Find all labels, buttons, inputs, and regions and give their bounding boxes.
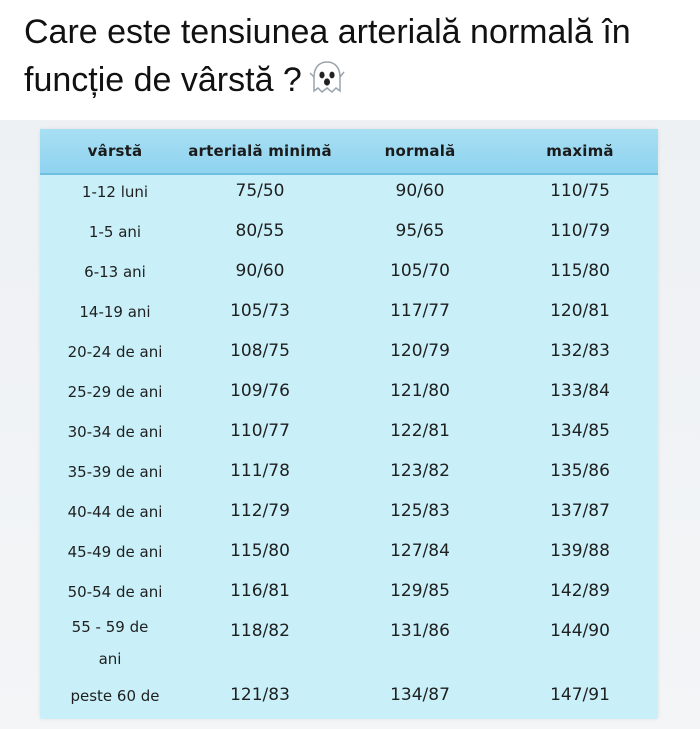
cell-normal: 120/79 (390, 341, 450, 361)
table-row: 45-49 de ani 115/80 127/84 139/88 (40, 533, 658, 573)
cell-age: 35-39 de ani (67, 463, 163, 481)
table-row: peste 60 de 121/83 134/87 147/91 (40, 677, 658, 717)
cell-age: 50-54 de ani (67, 583, 163, 601)
cell-min: 110/77 (230, 421, 290, 441)
table-row: 55 - 59 de ani 118/82 131/86 144/90 (40, 613, 658, 677)
cell-max: 142/89 (550, 581, 610, 601)
table-row: 14-19 ani 105/73 117/77 120/81 (40, 293, 658, 333)
cell-max: 120/81 (550, 301, 610, 321)
cell-max: 134/85 (550, 421, 610, 441)
cell-min: 111/78 (230, 461, 290, 481)
cell-min: 108/75 (230, 341, 290, 361)
cell-max: 135/86 (550, 461, 610, 481)
cell-min: 109/76 (230, 381, 290, 401)
table-header: vârstă arterială minimă normală maximă (40, 129, 658, 175)
post-title: Care este tensiunea arterială normală în… (24, 8, 684, 104)
cell-max: 115/80 (550, 261, 610, 281)
cell-age: 14-19 ani (79, 303, 151, 321)
cell-max: 133/84 (550, 381, 610, 401)
cell-normal: 117/77 (390, 301, 450, 321)
table-row: 50-54 de ani 116/81 129/85 142/89 (40, 573, 658, 613)
cell-normal: 134/87 (390, 685, 450, 705)
cell-max: 110/79 (550, 221, 610, 241)
table-row: 40-44 de ani 112/79 125/83 137/87 (40, 493, 658, 533)
cell-normal: 125/83 (390, 501, 450, 521)
cell-normal: 123/82 (390, 461, 450, 481)
table-row: 20-24 de ani 108/75 120/79 132/83 (40, 333, 658, 373)
table-row: 6-13 ani 90/60 105/70 115/80 (40, 253, 658, 293)
cell-min: 118/82 (230, 621, 290, 641)
table-row: 1-5 ani 80/55 95/65 110/79 (40, 213, 658, 253)
cell-min: 112/79 (230, 501, 290, 521)
cell-min: 80/55 (235, 221, 285, 241)
cell-normal: 95/65 (395, 221, 445, 241)
ghost-emoji-icon (308, 59, 346, 97)
cell-normal: 121/80 (390, 381, 450, 401)
cell-normal: 127/84 (390, 541, 450, 561)
header-max: maximă (546, 142, 614, 160)
cell-min: 105/73 (230, 301, 290, 321)
cell-min: 115/80 (230, 541, 290, 561)
table-row: 35-39 de ani 111/78 123/82 135/86 (40, 453, 658, 493)
cell-age: 1-12 luni (81, 183, 149, 201)
cell-normal: 90/60 (395, 181, 445, 201)
cell-min: 75/50 (235, 181, 285, 201)
cell-age: 40-44 de ani (67, 503, 163, 521)
cell-age: 45-49 de ani (67, 543, 163, 561)
cell-min: 90/60 (235, 261, 285, 281)
cell-max: 147/91 (550, 685, 610, 705)
cell-min: 121/83 (230, 685, 290, 705)
cell-normal: 105/70 (390, 261, 450, 281)
header-age: vârstă (87, 142, 143, 160)
cell-normal: 131/86 (390, 621, 450, 641)
cell-min: 116/81 (230, 581, 290, 601)
cell-age: 30-34 de ani (67, 423, 163, 441)
post-title-text: Care este tensiunea arterială normală în… (24, 13, 631, 99)
cell-normal: 122/81 (390, 421, 450, 441)
cell-age: 1-5 ani (88, 223, 142, 241)
header-min: arterială minimă (188, 142, 332, 160)
cell-max: 132/83 (550, 341, 610, 361)
cell-max: 137/87 (550, 501, 610, 521)
cell-max: 144/90 (550, 621, 610, 641)
cell-age: 6-13 ani (84, 263, 146, 281)
cell-age: peste 60 de (70, 687, 160, 705)
table-row: 30-34 de ani 110/77 122/81 134/85 (40, 413, 658, 453)
cell-max: 139/88 (550, 541, 610, 561)
table-row: 25-29 de ani 109/76 121/80 133/84 (40, 373, 658, 413)
cell-normal: 129/85 (390, 581, 450, 601)
table-row: 1-12 luni 75/50 90/60 110/75 (40, 173, 658, 213)
header-normal: normală (384, 142, 456, 160)
cell-age: 20-24 de ani (67, 343, 163, 361)
cell-age: 25-29 de ani (67, 383, 163, 401)
blood-pressure-table: vârstă arterială minimă normală maximă 1… (40, 129, 658, 719)
cell-max: 110/75 (550, 181, 610, 201)
cell-age: 55 - 59 de ani (71, 618, 149, 668)
